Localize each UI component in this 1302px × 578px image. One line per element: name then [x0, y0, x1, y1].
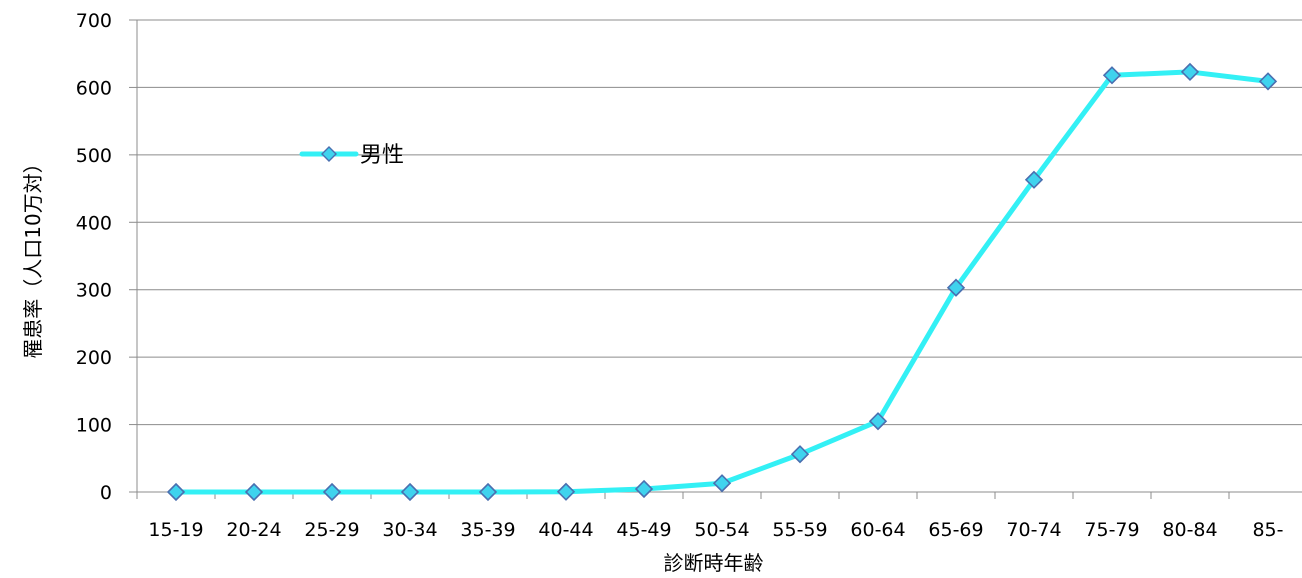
x-tick-label: 25-29 — [304, 519, 359, 541]
gridlines — [137, 19, 1302, 426]
data-point-marker — [166, 482, 186, 502]
data-point-marker — [322, 482, 342, 502]
legend-label-male: 男性 — [360, 143, 404, 168]
x-tick-label: 20-24 — [226, 519, 281, 541]
data-point-marker — [868, 412, 888, 431]
data-point-marker — [1180, 62, 1200, 82]
legend-marker-swatch — [321, 146, 337, 162]
y-axis-title: 罹患率（人口10万対） — [21, 153, 45, 358]
axes — [129, 19, 1302, 499]
data-point-marker — [478, 482, 498, 502]
x-axis-title: 診断時年齢 — [664, 551, 764, 575]
x-tick-labels: 15-19 20-24 25-29 30-34 35-39 40-44 45-49 50-54… — [148, 519, 1283, 541]
y-tick-label: 300 — [76, 280, 112, 302]
legend: 男性 — [299, 143, 404, 168]
data-point-marker — [790, 445, 810, 464]
x-tick-label: 60-64 — [850, 519, 905, 541]
series-line-male — [173, 69, 1271, 495]
data-point-marker — [244, 482, 264, 502]
data-point-marker — [946, 278, 966, 297]
x-tick-label: 80-84 — [1162, 519, 1217, 541]
y-tick-label: 0 — [100, 482, 112, 504]
x-tick-label: 30-34 — [382, 519, 437, 541]
y-tick-label: 700 — [76, 10, 112, 32]
x-tick-label: 55-59 — [772, 519, 827, 541]
series-lines — [173, 69, 1271, 495]
data-point-marker — [712, 474, 732, 493]
x-tick-label: 85- — [1252, 519, 1283, 541]
y-tick-label: 600 — [76, 77, 112, 99]
data-point-markers — [166, 62, 1278, 502]
x-tick-label: 35-39 — [460, 519, 515, 541]
x-tick-label: 70-74 — [1006, 519, 1061, 541]
x-tick-label: 65-69 — [928, 519, 983, 541]
data-point-marker — [1102, 66, 1122, 85]
x-tick-label: 40-44 — [538, 519, 593, 541]
x-tick-label: 45-49 — [616, 519, 671, 541]
data-point-marker — [634, 479, 654, 499]
y-tick-label: 200 — [76, 347, 112, 369]
data-point-marker — [556, 482, 576, 501]
y-tick-label: 500 — [76, 145, 112, 167]
data-point-marker — [1258, 72, 1278, 91]
x-tick-label: 15-19 — [148, 519, 203, 541]
x-tick-label: 50-54 — [694, 519, 749, 541]
x-tick-label: 75-79 — [1084, 519, 1139, 541]
y-tick-label: 100 — [76, 415, 112, 437]
y-tick-labels: 0 100 200 300 400 500 600 700 — [76, 10, 112, 504]
data-point-marker — [400, 482, 420, 502]
data-point-marker — [1024, 170, 1044, 189]
y-tick-label: 400 — [76, 212, 112, 234]
